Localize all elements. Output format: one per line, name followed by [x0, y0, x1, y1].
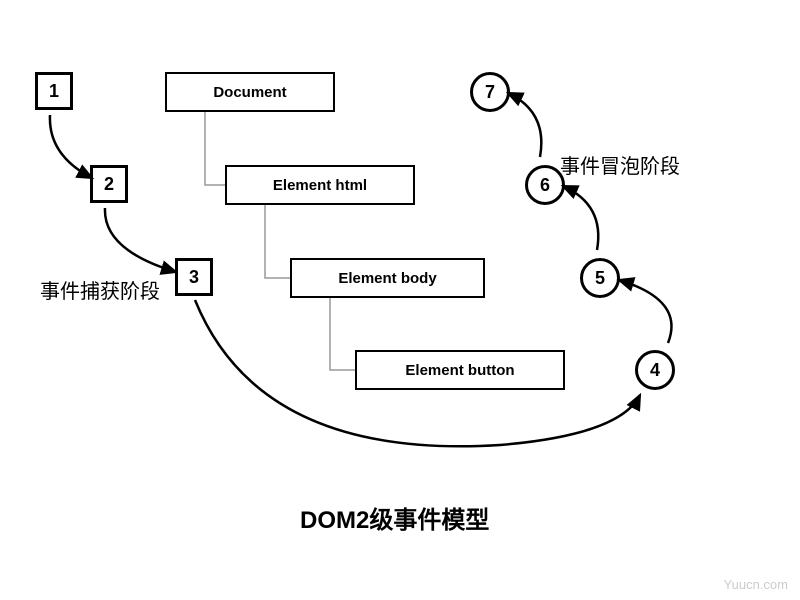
dom-node-html: Element html	[225, 165, 415, 205]
dom-node-doc: Document	[165, 72, 335, 112]
bubble-step-6: 6	[525, 165, 565, 205]
bubble-step-7: 7	[470, 72, 510, 112]
diagram-title: DOM2级事件模型	[300, 500, 489, 535]
dom-node-button: Element button	[355, 350, 565, 390]
bubble-step-4: 4	[635, 350, 675, 390]
bubble-step-5: 5	[580, 258, 620, 298]
dom-node-body: Element body	[290, 258, 485, 298]
bubble-phase-label: 事件冒泡阶段	[560, 150, 680, 179]
capture-step-3: 3	[175, 258, 213, 296]
capture-step-2: 2	[90, 165, 128, 203]
watermark: Yuucn.com	[724, 577, 788, 592]
capture-phase-label: 事件捕获阶段	[40, 275, 160, 304]
capture-step-1: 1	[35, 72, 73, 110]
